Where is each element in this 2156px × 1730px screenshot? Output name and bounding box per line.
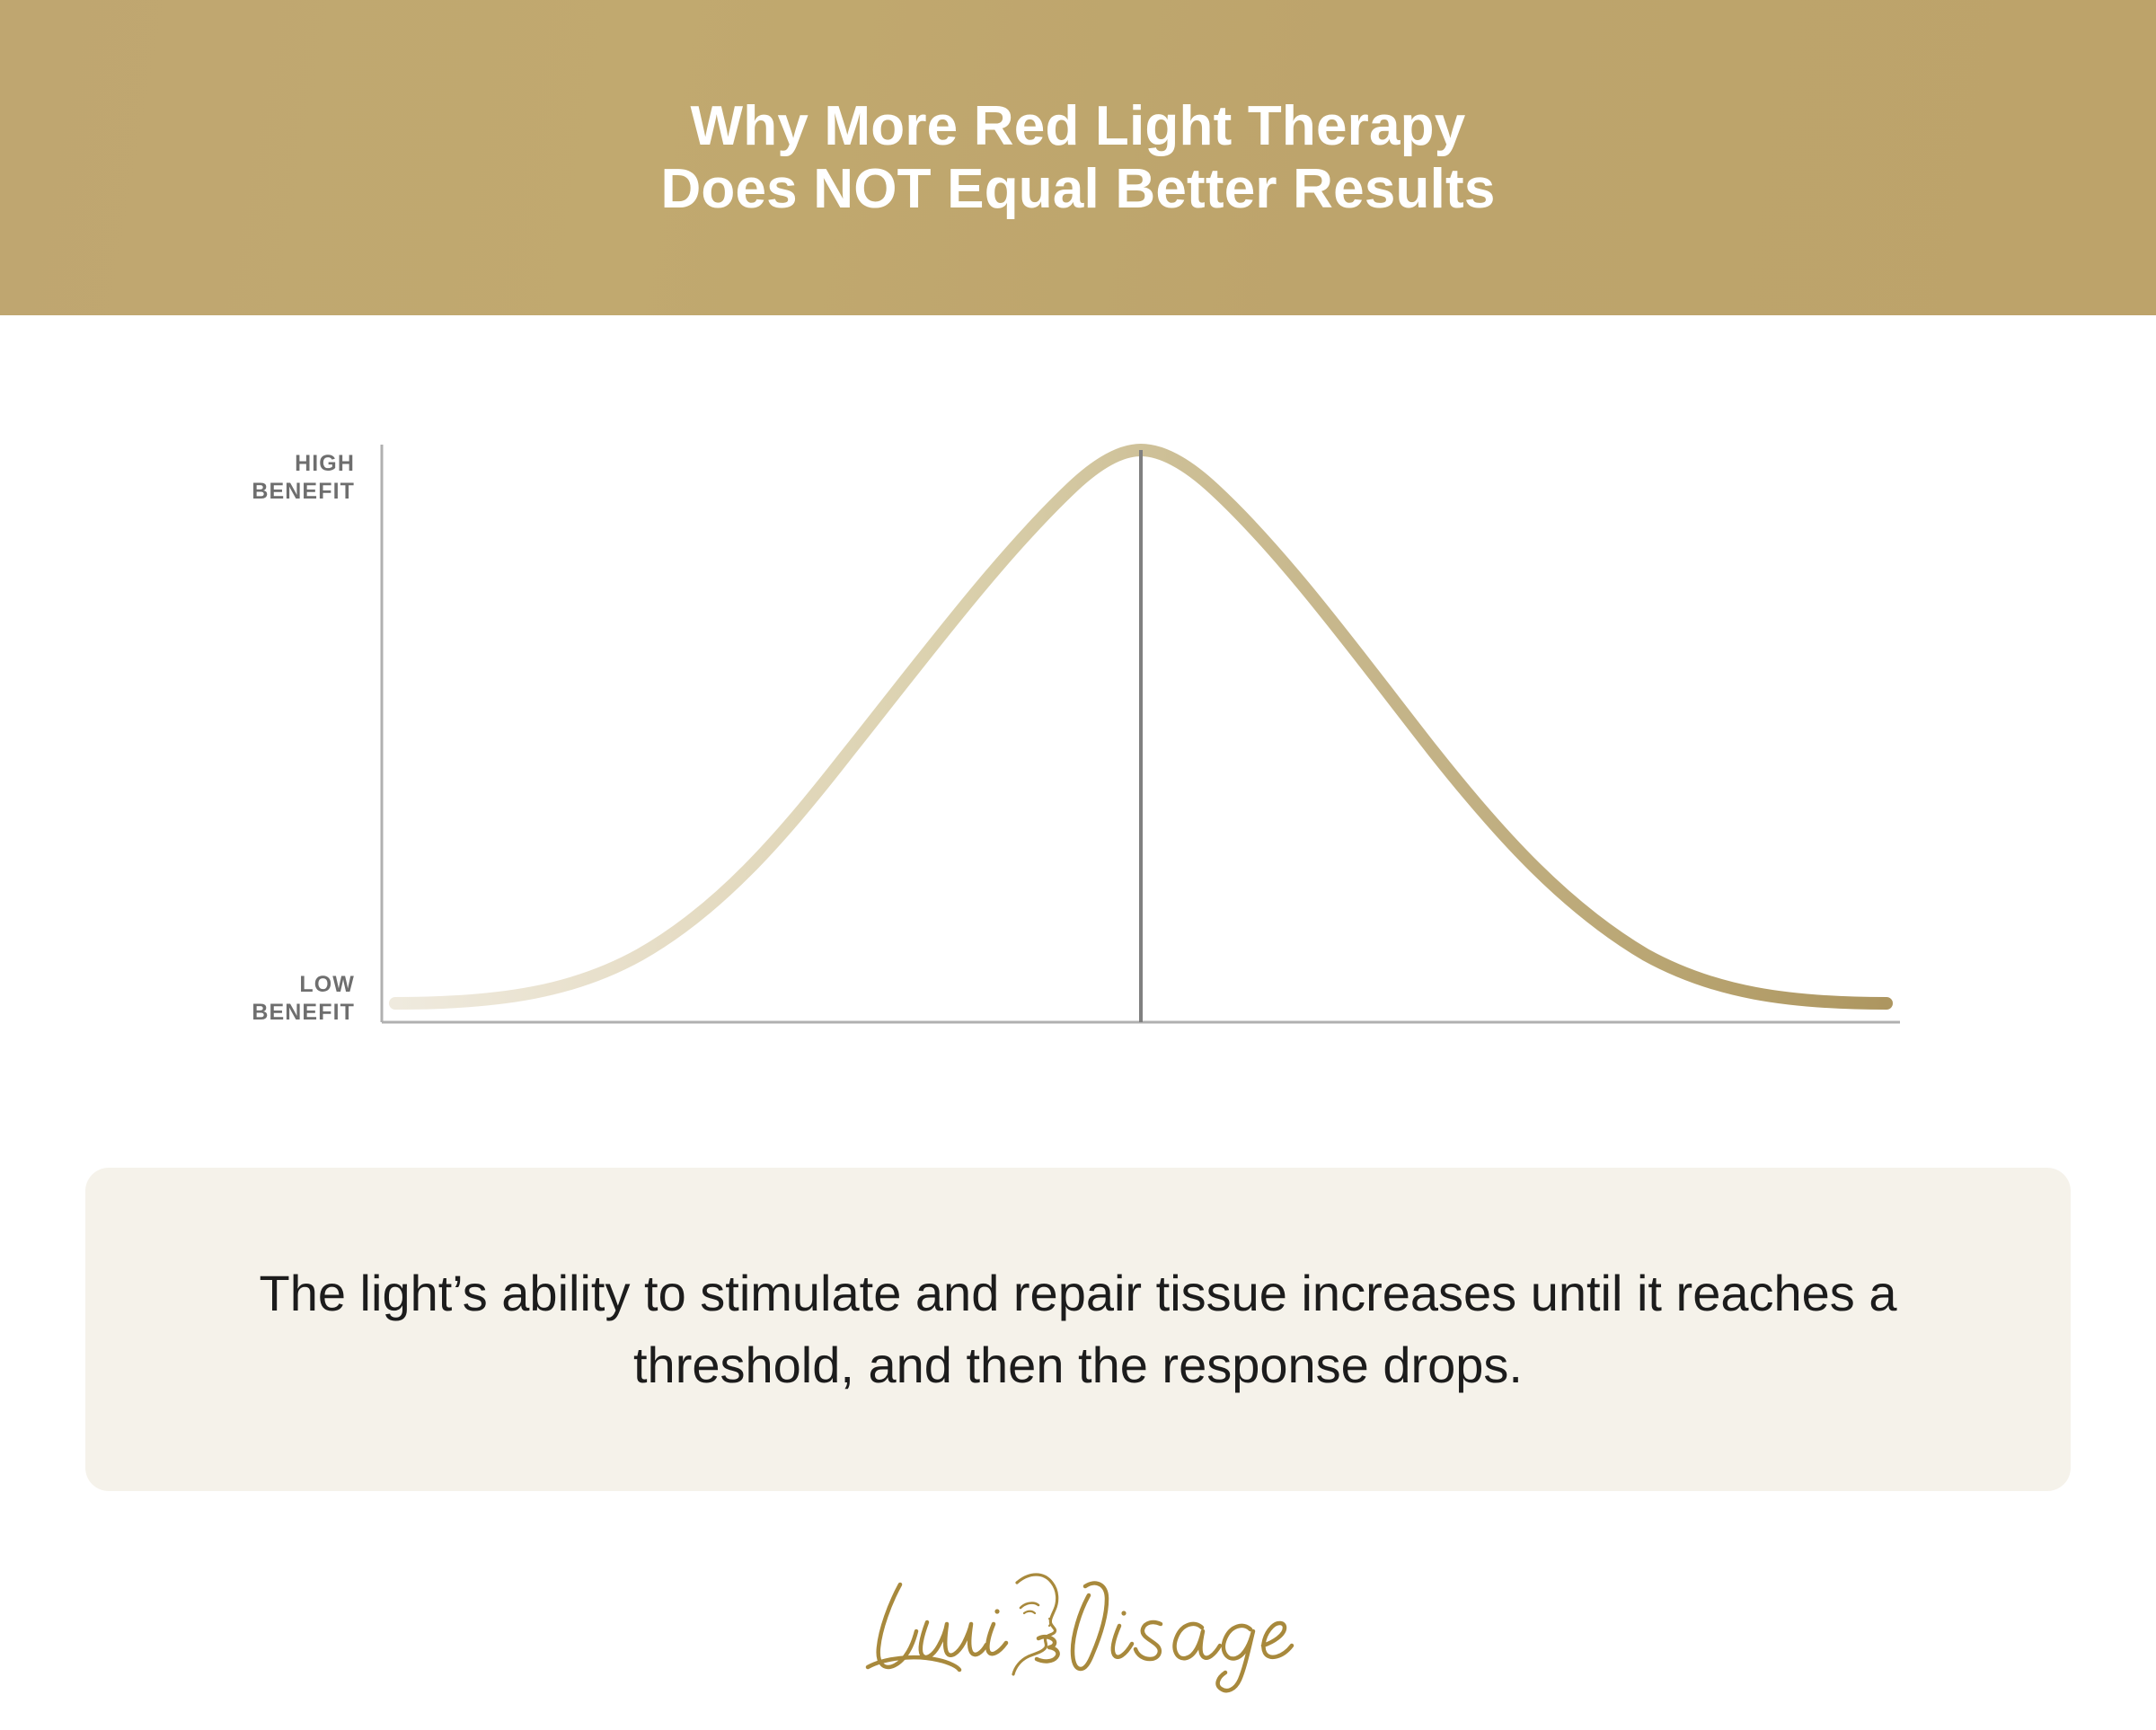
dose-response-chart: HIGH BENEFIT LOW BENEFIT LOW DOSE OPTIMA… [0, 315, 2156, 1284]
page-title-line-2: Does NOT Equal Better Results [660, 157, 1496, 220]
y-axis-label-high-benefit: HIGH BENEFIT [252, 451, 355, 505]
caption-card: The light’s ability to stimulate and rep… [85, 1168, 2071, 1491]
y-axis-label-low-benefit: LOW BENEFIT [252, 972, 355, 1026]
chart-canvas [380, 444, 1900, 1024]
lumi-visage-logo-mark [865, 1573, 1294, 1693]
page-title-line-1: Why More Red Light Therapy [690, 95, 1466, 158]
brand-logo [0, 1527, 2156, 1730]
header-banner: Why More Red Light Therapy Does NOT Equa… [0, 0, 2156, 315]
caption-text: The light’s ability to stimulate and rep… [259, 1265, 1897, 1393]
